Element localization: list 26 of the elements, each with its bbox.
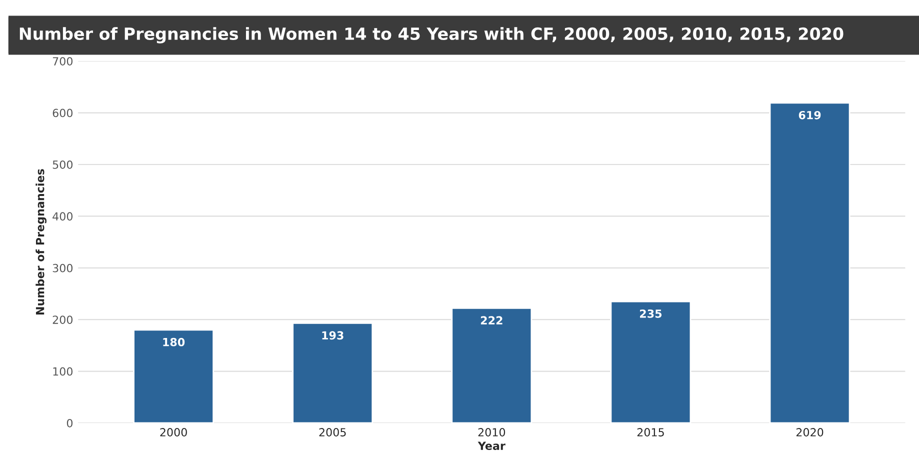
bar (769, 102, 850, 423)
data-label: 180 (163, 338, 185, 346)
y-tick-label: 200 (52, 316, 73, 324)
data-label: 619 (798, 110, 821, 120)
x-tick-label: 2000 (160, 428, 187, 436)
y-tick-label: 700 (52, 57, 73, 66)
data-label: 222 (480, 316, 502, 324)
y-tick-label: 500 (52, 160, 73, 169)
y-tick-label: 100 (53, 367, 73, 376)
data-label: 235 (640, 309, 662, 318)
x-tick-label: 2005 (319, 428, 346, 436)
bar (610, 300, 692, 423)
x-tick-label: 2010 (478, 428, 506, 436)
y-tick-label: 600 (52, 108, 73, 118)
y-tick-label: 300 (52, 264, 73, 272)
x-tick-label: 2020 (796, 428, 824, 436)
data-label: 193 (322, 331, 344, 340)
y-tick-label: 0 (66, 418, 73, 428)
bar (292, 322, 374, 423)
x-axis-title: Year (478, 442, 506, 450)
bar (451, 308, 532, 423)
y-axis-title: Number of Pregnancies (36, 169, 46, 314)
bar (133, 329, 214, 423)
y-tick-label: 400 (52, 212, 73, 221)
chart-title: Number of Pregnancies in Women 14 to 45 Years with CF, 2000, 2005, 2010, 2015, 2020 (20, 27, 844, 44)
x-tick-label: 2015 (637, 428, 664, 436)
